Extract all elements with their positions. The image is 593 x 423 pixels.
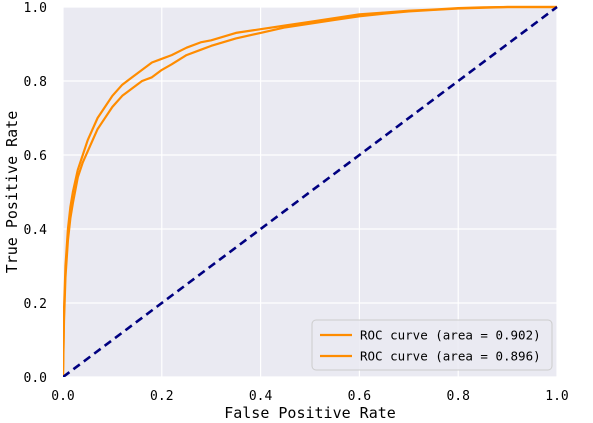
y-tick-label: 0.2 [24, 297, 47, 312]
x-tick-label: 0.4 [249, 389, 273, 404]
y-tick-label: 1.0 [24, 1, 47, 16]
y-tick-label: 0.6 [24, 149, 47, 164]
x-axis-title: False Positive Rate [224, 404, 396, 422]
roc-curve-line [63, 5, 557, 377]
series-layer [63, 5, 558, 377]
y-tick-label: 0.8 [24, 75, 47, 90]
legend: ROC curve (area = 0.902) ROC curve (area … [311, 319, 553, 371]
x-tick-label: 1.0 [545, 389, 568, 404]
legend-box [311, 319, 553, 371]
x-tick-label: 0.8 [446, 389, 469, 404]
legend-label: ROC curve (area = 0.902) [360, 328, 541, 343]
legend-label: ROC curve (area = 0.896) [360, 349, 541, 364]
x-tick-label: 0.2 [150, 389, 173, 404]
y-axis-title: True Positive Rate [3, 111, 21, 274]
y-tick-label: 0.4 [24, 223, 48, 238]
x-tick-label: 0.0 [51, 389, 74, 404]
chance-diagonal-line [63, 5, 558, 377]
x-tick-label: 0.6 [348, 389, 371, 404]
y-tick-label: 0.0 [24, 371, 47, 386]
tick-labels: 0.0 0.2 0.4 0.6 0.8 1.0 0.0 0.2 0.4 0.6 0.8 1.0 [24, 1, 569, 404]
grid [62, 6, 558, 378]
